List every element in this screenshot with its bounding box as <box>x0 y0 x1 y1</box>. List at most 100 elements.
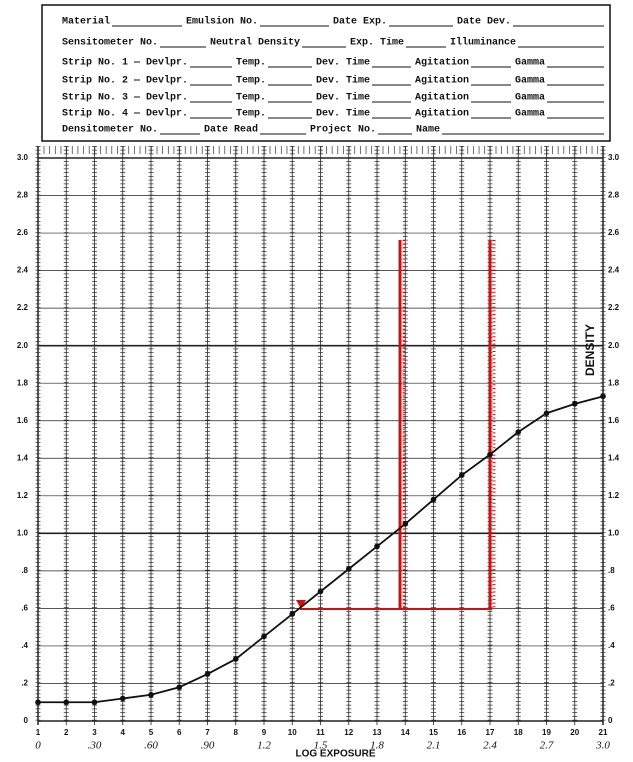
y-tick-label: 2.8 <box>17 191 29 200</box>
red-overlay <box>296 240 496 610</box>
form-label: Temp. <box>236 109 266 120</box>
y-tick-label-right: 3.0 <box>608 153 620 162</box>
point <box>345 566 352 572</box>
point <box>458 472 465 478</box>
x-tick-label: 16 <box>457 728 466 737</box>
y-tick-label-right: 1.8 <box>608 378 620 387</box>
x-tick-label: 11 <box>316 728 325 737</box>
point <box>119 695 126 702</box>
form-label: Densitometer No. <box>62 124 158 136</box>
y-tick-label-right: 2.6 <box>608 228 620 237</box>
form-label: Date Read <box>204 124 258 136</box>
x-tick-label: 15 <box>429 728 438 737</box>
form-label: Exp. Time <box>350 37 404 49</box>
point <box>91 699 98 706</box>
point <box>204 671 211 677</box>
form-label: Date Exp. <box>333 17 387 28</box>
point <box>148 691 154 698</box>
x-tick-label: 18 <box>514 728 523 737</box>
x2-tick-label: 2.1 <box>427 740 441 752</box>
y-tick-label: 1.6 <box>17 416 29 425</box>
y-tick-label-right: .2 <box>608 679 615 688</box>
x2-tick-label: .90 <box>201 740 215 752</box>
point <box>289 611 296 617</box>
form-label: Dev. Time <box>316 75 370 87</box>
point <box>232 656 239 662</box>
y-axis-title: DENSITY <box>583 324 597 376</box>
form-label: Gamma <box>515 93 545 104</box>
x-tick-label: 5 <box>149 728 154 737</box>
x-tick-label: 10 <box>288 728 297 737</box>
x-tick-label: 8 <box>234 728 239 737</box>
form-label: Dev. Time <box>316 108 370 120</box>
y-tick-label-right: .4 <box>608 641 615 650</box>
y-tick-label-right: 0 <box>608 716 613 725</box>
y-tick-label: 1.8 <box>17 378 29 387</box>
y-tick-label-right: .6 <box>608 604 615 613</box>
grid <box>35 146 606 725</box>
y-tick-label: .6 <box>21 604 28 613</box>
x2-tick-label: .60 <box>144 740 158 752</box>
form-label: Strip No. 3 — Devlpr. <box>62 92 188 104</box>
x-tick-label: 2 <box>64 728 69 737</box>
form-label: Dev. Time <box>316 92 370 104</box>
form-label: Material <box>62 16 110 28</box>
x2-tick-label: .30 <box>88 740 102 752</box>
form-label: Temp. <box>236 93 266 104</box>
y-tick-label-right: 2.8 <box>608 191 620 200</box>
y-tick-label: 2.0 <box>17 341 29 350</box>
x2-tick-label: 1.5 <box>314 740 328 752</box>
x2-tick-label: 0 <box>35 740 41 752</box>
point <box>63 699 70 706</box>
point <box>402 521 409 527</box>
y-tick-label-right: 1.0 <box>608 528 620 537</box>
x2-tick-label: 2.4 <box>483 740 497 752</box>
x-tick-label: 19 <box>542 728 551 737</box>
form-label: Illuminance <box>450 37 516 49</box>
x-tick-label: 20 <box>570 728 579 737</box>
point <box>261 633 267 640</box>
point <box>600 393 606 400</box>
y-tick-label-right: 2.2 <box>608 303 620 312</box>
x-tick-label: 7 <box>205 728 210 737</box>
x-tick-label: 14 <box>401 728 410 737</box>
form-label: Gamma <box>515 109 545 120</box>
y-tick-label-right: 2.0 <box>608 341 620 350</box>
x-tick-label: 4 <box>121 728 126 737</box>
form-label: Gamma <box>515 76 545 87</box>
x2-tick-label: 3.0 <box>595 740 610 752</box>
y-tick-label: 1.0 <box>17 528 29 537</box>
y-tick-label: .4 <box>21 641 28 650</box>
red-arrow <box>296 600 306 609</box>
y-tick-label: 1.2 <box>17 491 29 500</box>
y-tick-label-right: 1.4 <box>608 453 620 462</box>
form-label: Dev. Time <box>316 57 370 69</box>
y-tick-label-right: 2.4 <box>608 266 620 275</box>
y-tick-label: .8 <box>21 566 28 575</box>
point <box>543 410 550 417</box>
x2-tick-label: 1.8 <box>370 740 384 752</box>
form-label: Strip No. 4 — Devlpr. <box>62 108 188 120</box>
x-tick-label: 9 <box>262 728 267 737</box>
x-tick-label: 6 <box>177 728 182 737</box>
x-tick-label: 3 <box>92 728 97 737</box>
x-tick-label: 12 <box>344 728 353 737</box>
point <box>374 543 380 550</box>
form-label: Project No. <box>310 124 376 136</box>
form-label: Emulsion No. <box>186 16 258 28</box>
y-tick-label-right: .8 <box>608 566 615 575</box>
point <box>176 684 183 691</box>
form-label: Sensitometer No. <box>62 37 158 49</box>
x2-tick-label: 1.2 <box>257 740 271 752</box>
x-tick-label: 13 <box>373 728 382 737</box>
y-tick-label: 2.6 <box>17 228 29 237</box>
point <box>35 699 41 706</box>
form-label: Agitation <box>415 92 469 104</box>
form-label: Neutral Density <box>210 37 300 49</box>
form-box <box>41 4 611 142</box>
form-label: Temp. <box>236 58 266 69</box>
x-tick-label: 17 <box>486 728 495 737</box>
form-label: Temp. <box>236 76 266 87</box>
x2-tick-label: 2.7 <box>540 740 554 752</box>
x-tick-label: 21 <box>599 728 608 737</box>
